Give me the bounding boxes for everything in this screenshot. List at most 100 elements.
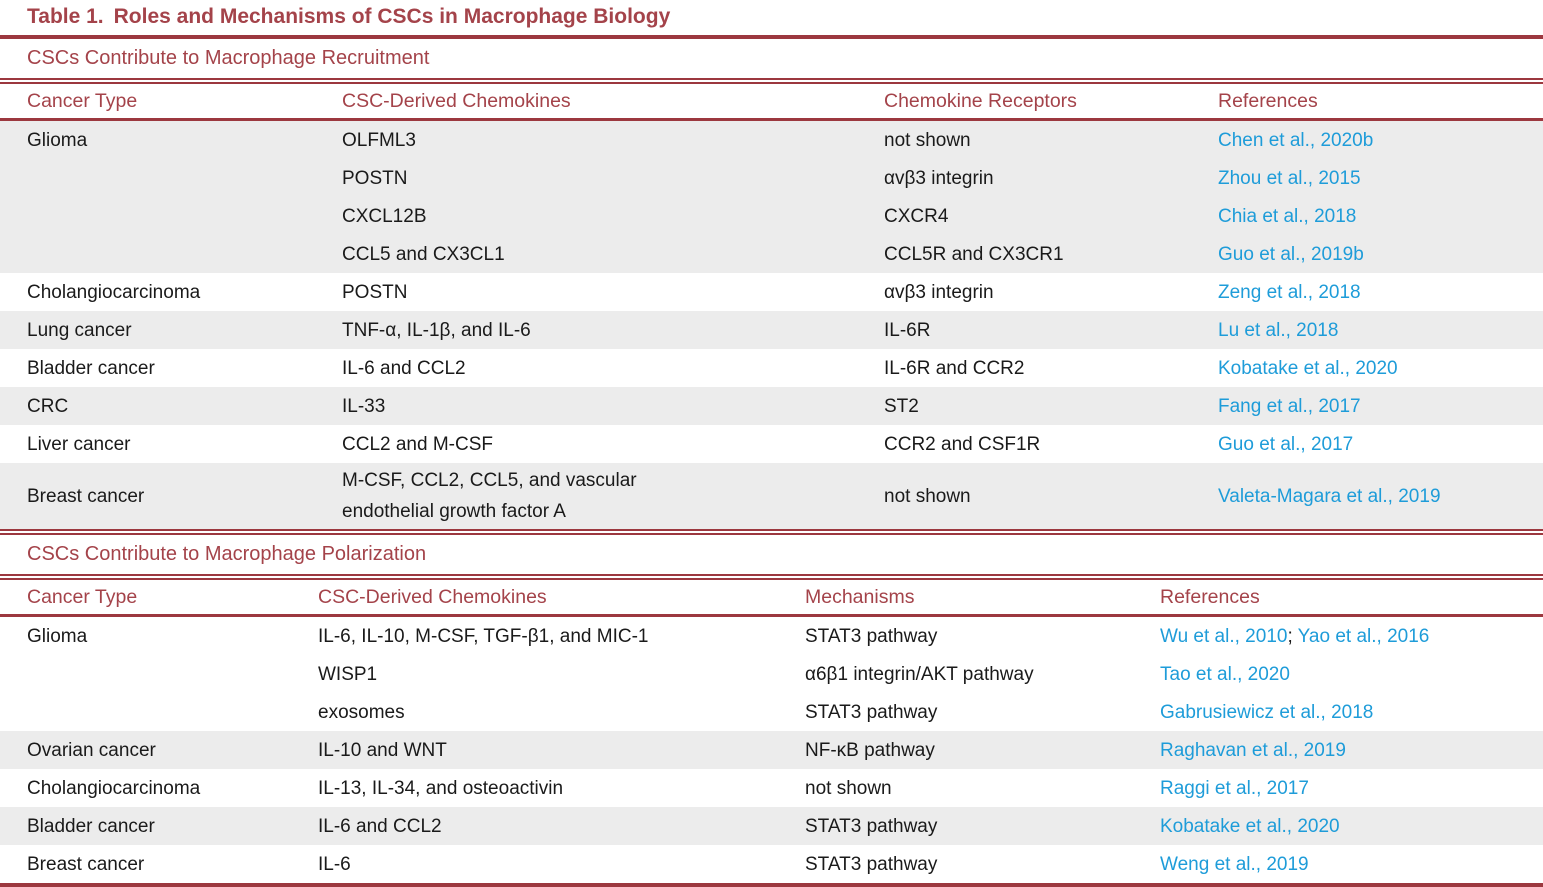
- reference-link[interactable]: Wu et al., 2010: [1160, 625, 1288, 647]
- references-cell: Chen et al., 2020b: [1218, 125, 1543, 156]
- references-cell: Zeng et al., 2018: [1218, 277, 1543, 308]
- chemokines-cell: POSTN: [342, 167, 408, 189]
- column-header-row: Cancer Type CSC-Derived Chemokines Chemo…: [0, 84, 1543, 121]
- column-header-receptors: Chemokine Receptors: [884, 89, 1077, 112]
- cancer-type-cell: CRC: [27, 395, 69, 417]
- chemokines-cell: POSTN: [342, 281, 408, 303]
- chemokines-cell: OLFML3: [342, 129, 416, 151]
- third-column-cell: IL-6R and CCR2: [884, 357, 1025, 379]
- reference-link[interactable]: Gabrusiewicz et al., 2018: [1160, 701, 1374, 723]
- third-column-cell: not shown: [884, 485, 971, 507]
- reference-link[interactable]: Valeta-Magara et al., 2019: [1218, 485, 1441, 507]
- table-row: Lung cancer TNF-α, IL-1β, and IL-6 IL-6R…: [0, 311, 1543, 349]
- reference-link[interactable]: Tao et al., 2020: [1160, 663, 1290, 685]
- references-cell: Raggi et al., 2017: [1160, 773, 1543, 804]
- table-row: Breast cancer M-CSF, CCL2, CCL5, and vas…: [0, 463, 1543, 529]
- cancer-type-cell: Bladder cancer: [27, 815, 155, 837]
- table-title-text: Roles and Mechanisms of CSCs in Macropha…: [113, 5, 671, 28]
- third-column-cell: STAT3 pathway: [805, 625, 938, 647]
- table-row: Glioma OLFML3 not shown Chen et al., 202…: [0, 121, 1543, 159]
- column-header-references: References: [1160, 585, 1260, 608]
- chemokines-cell: IL-10 and WNT: [318, 739, 447, 761]
- reference-link[interactable]: Zeng et al., 2018: [1218, 281, 1361, 303]
- reference-link[interactable]: Raggi et al., 2017: [1160, 777, 1309, 799]
- references-cell: Zhou et al., 2015: [1218, 163, 1543, 194]
- reference-link[interactable]: Weng et al., 2019: [1160, 853, 1309, 875]
- cancer-type-cell: Glioma: [27, 625, 88, 647]
- reference-link[interactable]: Chen et al., 2020b: [1218, 129, 1374, 151]
- third-column-cell: IL-6R: [884, 319, 931, 341]
- column-header-cancer-type: Cancer Type: [27, 585, 138, 608]
- third-column-cell: CXCR4: [884, 205, 949, 227]
- table-row: Cholangiocarcinoma POSTN αvβ3 integrin Z…: [0, 273, 1543, 311]
- column-header-mechanisms: Mechanisms: [805, 585, 915, 608]
- table-row: CCL5 and CX3CL1 CCL5R and CX3CR1 Guo et …: [0, 235, 1543, 273]
- section-header-polarization: CSCs Contribute to Macrophage Polarizati…: [0, 529, 1543, 580]
- chemokines-cell: WISP1: [318, 663, 378, 685]
- third-column-cell: CCR2 and CSF1R: [884, 433, 1041, 455]
- chemokines-cell: CXCL12B: [342, 205, 427, 227]
- references-cell: Guo et al., 2019b: [1218, 239, 1543, 270]
- column-header-chemokines: CSC-Derived Chemokines: [342, 89, 571, 112]
- reference-link[interactable]: Fang et al., 2017: [1218, 395, 1361, 417]
- reference-link[interactable]: Zhou et al., 2015: [1218, 167, 1361, 189]
- chemokines-cell: TNF-α, IL-1β, and IL-6: [342, 319, 531, 341]
- cancer-type-cell: Cholangiocarcinoma: [27, 777, 201, 799]
- cancer-type-cell: Cholangiocarcinoma: [27, 281, 201, 303]
- column-header-references: References: [1218, 89, 1318, 112]
- third-column-cell: not shown: [805, 777, 892, 799]
- cancer-type-cell: Liver cancer: [27, 433, 131, 455]
- reference-link[interactable]: Guo et al., 2017: [1218, 433, 1354, 455]
- chemokines-cell: CCL2 and M-CSF: [342, 433, 493, 455]
- references-cell: Kobatake et al., 2020: [1218, 353, 1543, 384]
- reference-link[interactable]: Yao et al., 2016: [1297, 625, 1430, 647]
- reference-separator: ;: [1287, 625, 1298, 647]
- chemokines-cell: IL-33: [342, 395, 386, 417]
- reference-link[interactable]: Raghavan et al., 2019: [1160, 739, 1346, 761]
- third-column-cell: NF-κB pathway: [805, 739, 935, 761]
- section-polarization: CSCs Contribute to Macrophage Polarizati…: [0, 529, 1543, 883]
- column-header-cancer-type: Cancer Type: [27, 89, 138, 112]
- third-column-cell: CCL5R and CX3CR1: [884, 243, 1064, 265]
- column-header-row: Cancer Type CSC-Derived Chemokines Mecha…: [0, 580, 1543, 617]
- reference-link[interactable]: Kobatake et al., 2020: [1160, 815, 1340, 837]
- table-row: CRC IL-33 ST2 Fang et al., 2017: [0, 387, 1543, 425]
- references-cell: Weng et al., 2019: [1160, 849, 1543, 880]
- references-cell: Chia et al., 2018: [1218, 201, 1543, 232]
- references-cell: Lu et al., 2018: [1218, 315, 1543, 346]
- table-row: Glioma IL-6, IL-10, M-CSF, TGF-β1, and M…: [0, 617, 1543, 655]
- chemokines-cell: IL-6: [318, 853, 351, 875]
- chemokines-cell: M-CSF, CCL2, CCL5, and vascular endothel…: [342, 470, 637, 522]
- cancer-type-cell: Lung cancer: [27, 319, 132, 341]
- table-title: Table 1. Roles and Mechanisms of CSCs in …: [0, 0, 1543, 39]
- table-row: CXCL12B CXCR4 Chia et al., 2018: [0, 197, 1543, 235]
- references-cell: Valeta-Magara et al., 2019: [1218, 481, 1543, 512]
- references-cell: Tao et al., 2020: [1160, 659, 1543, 690]
- references-cell: Raghavan et al., 2019: [1160, 735, 1543, 766]
- chemokines-cell: IL-6 and CCL2: [318, 815, 442, 837]
- references-cell: Wu et al., 2010; Yao et al., 2016: [1160, 621, 1543, 652]
- third-column-cell: not shown: [884, 129, 971, 151]
- table-row: Bladder cancer IL-6 and CCL2 IL-6R and C…: [0, 349, 1543, 387]
- chemokines-cell: IL-6, IL-10, M-CSF, TGF-β1, and MIC-1: [318, 625, 649, 647]
- third-column-cell: STAT3 pathway: [805, 853, 938, 875]
- third-column-cell: STAT3 pathway: [805, 701, 938, 723]
- table-row: WISP1 α6β1 integrin/AKT pathway Tao et a…: [0, 655, 1543, 693]
- third-column-cell: ST2: [884, 395, 919, 417]
- table-row: Ovarian cancer IL-10 and WNT NF-κB pathw…: [0, 731, 1543, 769]
- chemokines-cell: IL-13, IL-34, and osteoactivin: [318, 777, 564, 799]
- cancer-type-cell: Bladder cancer: [27, 357, 155, 379]
- reference-link[interactable]: Lu et al., 2018: [1218, 319, 1339, 341]
- reference-link[interactable]: Guo et al., 2019b: [1218, 243, 1364, 265]
- section-header-recruitment: CSCs Contribute to Macrophage Recruitmen…: [0, 39, 1543, 84]
- reference-link[interactable]: Chia et al., 2018: [1218, 205, 1357, 227]
- third-column-cell: STAT3 pathway: [805, 815, 938, 837]
- reference-link[interactable]: Kobatake et al., 2020: [1218, 357, 1398, 379]
- column-header-chemokines: CSC-Derived Chemokines: [318, 585, 547, 608]
- table-number-label: Table 1.: [27, 5, 104, 28]
- cancer-type-cell: Ovarian cancer: [27, 739, 156, 761]
- table-row: Cholangiocarcinoma IL-13, IL-34, and ost…: [0, 769, 1543, 807]
- cancer-type-cell: Glioma: [27, 129, 88, 151]
- chemokines-cell: exosomes: [318, 701, 405, 723]
